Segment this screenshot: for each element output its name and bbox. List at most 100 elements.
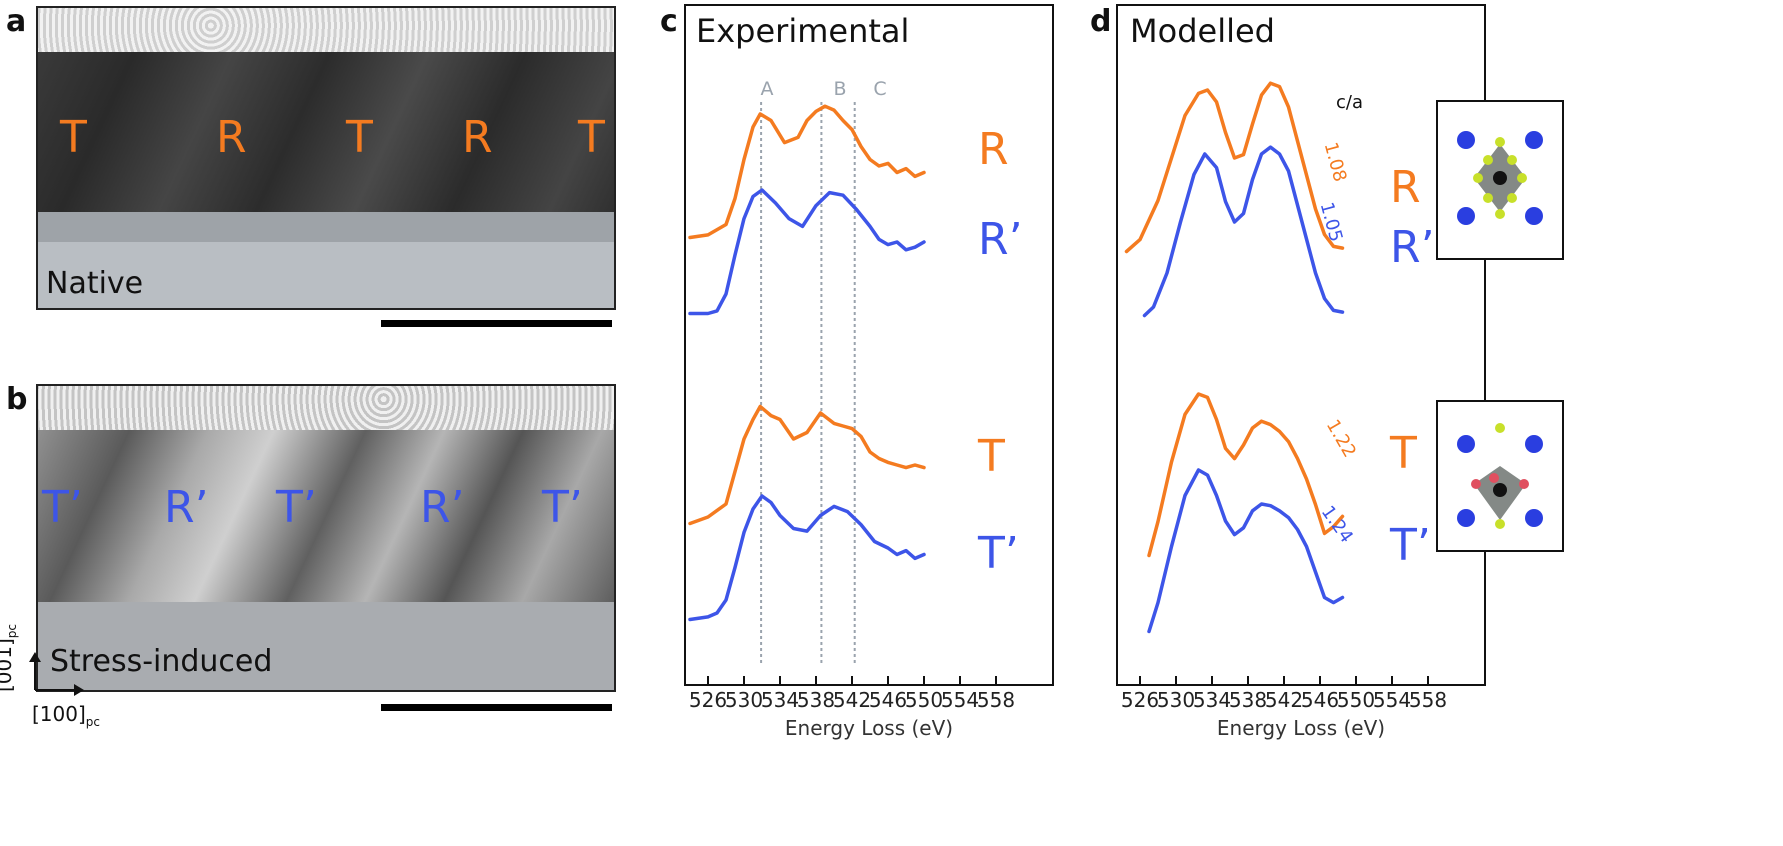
- panel-letter-c: c: [660, 4, 678, 39]
- axis-label-sub: pc: [5, 624, 19, 639]
- x-tick: [1355, 676, 1357, 684]
- x-tick: [743, 676, 745, 684]
- axis-label-vertical: [001]pc: [0, 624, 19, 692]
- plot-frame-modelled: [1116, 4, 1486, 686]
- curve-label: R’: [1390, 222, 1435, 273]
- series-line: [688, 404, 926, 526]
- axis-arrow-vertical: [34, 660, 36, 690]
- capping-layer: [38, 8, 614, 52]
- axis-label-text: [100]: [32, 702, 86, 726]
- x-tick: [1247, 676, 1249, 684]
- x-tick-label: 550: [1336, 688, 1376, 712]
- plot-frame-experimental: [684, 4, 1054, 686]
- curve-label: T’: [1390, 520, 1431, 571]
- x-tick-label: 546: [1300, 688, 1340, 712]
- phase-label: R: [462, 112, 493, 163]
- x-tick: [1427, 676, 1429, 684]
- plot-title: Experimental: [696, 12, 910, 50]
- micrograph-stress-induced: T’ R’ T’ R’ T’ Stress-induced: [36, 384, 616, 692]
- x-tick: [923, 676, 925, 684]
- caption-native: Native: [46, 266, 144, 301]
- substrate-layer: [38, 242, 614, 308]
- panel-letter-a: a: [6, 4, 27, 39]
- x-tick-label: 534: [760, 688, 800, 712]
- curve-label: R: [978, 124, 1009, 175]
- film-layer: [38, 52, 614, 212]
- x-tick: [851, 676, 853, 684]
- curve-label: T: [978, 431, 1005, 482]
- x-tick-label: 538: [796, 688, 836, 712]
- series-line: [1147, 468, 1345, 634]
- spectra-modelled: [1124, 81, 1345, 634]
- phase-label: R’: [420, 482, 465, 533]
- axis-label-horizontal: [100]pc: [32, 702, 100, 729]
- x-tick-label: 526: [688, 688, 728, 712]
- marker-label-b: B: [833, 78, 847, 100]
- phase-label: T’: [276, 482, 317, 533]
- series-line: [688, 104, 926, 240]
- x-tick: [1283, 676, 1285, 684]
- x-tick-label: 542: [1264, 688, 1304, 712]
- plot-title: Modelled: [1130, 12, 1275, 50]
- ratio-header: c/a: [1336, 92, 1363, 113]
- x-tick: [1391, 676, 1393, 684]
- micrograph-native: T R T R T Native: [36, 6, 616, 310]
- crystal-structure-inset-tetragonal: [1436, 400, 1564, 552]
- x-tick: [779, 676, 781, 684]
- x-tick-label: 554: [940, 688, 980, 712]
- x-tick-label: 534: [1192, 688, 1232, 712]
- interface-layer: [38, 212, 614, 242]
- series-line: [1124, 81, 1345, 254]
- capping-layer: [38, 386, 614, 430]
- x-tick: [1319, 676, 1321, 684]
- phase-label: R: [216, 112, 247, 163]
- film-layer: [38, 430, 614, 602]
- curve-label: T’: [978, 528, 1019, 579]
- x-tick-label: 546: [868, 688, 908, 712]
- panel-letter-d: d: [1090, 4, 1112, 39]
- phase-label: R’: [164, 482, 209, 533]
- axis-label-text: [001]: [0, 638, 16, 692]
- axis-label-sub: pc: [85, 715, 100, 729]
- caption-stress-induced: Stress-induced: [50, 644, 273, 679]
- x-tick: [815, 676, 817, 684]
- x-tick-label: 530: [1156, 688, 1196, 712]
- series-line: [688, 494, 926, 622]
- arrow-right-icon: [74, 684, 84, 696]
- marker-label-a: A: [760, 78, 774, 100]
- crystal-structure-icon: [1457, 131, 1543, 225]
- crystal-structure-inset-rhombohedral: [1436, 100, 1564, 260]
- x-tick: [959, 676, 961, 684]
- x-axis-label: Energy Loss (eV): [1216, 716, 1386, 740]
- x-tick-label: 526: [1120, 688, 1160, 712]
- x-tick: [995, 676, 997, 684]
- phase-label: T: [60, 112, 87, 163]
- phase-label: T’: [42, 482, 83, 533]
- x-tick: [1211, 676, 1213, 684]
- spectra-experimental: [688, 102, 926, 666]
- phase-label: T: [346, 112, 373, 163]
- axis-arrow-horizontal: [35, 689, 75, 691]
- series-line: [1147, 392, 1345, 558]
- scale-bar: [381, 320, 612, 327]
- curve-label: T: [1390, 428, 1417, 479]
- x-tick-label: 542: [832, 688, 872, 712]
- arrow-up-icon: [29, 652, 41, 662]
- x-tick: [1175, 676, 1177, 684]
- substrate-layer: [38, 602, 614, 690]
- phase-label: T’: [542, 482, 583, 533]
- x-tick-label: 554: [1372, 688, 1412, 712]
- curve-label: R: [1390, 162, 1421, 213]
- curve-label: R’: [978, 214, 1023, 265]
- x-tick-label: 558: [976, 688, 1016, 712]
- phase-label: T: [578, 112, 605, 163]
- x-tick-label: 558: [1408, 688, 1448, 712]
- x-tick-label: 538: [1228, 688, 1268, 712]
- x-tick: [707, 676, 709, 684]
- series-line: [688, 188, 926, 316]
- x-tick-label: 530: [724, 688, 764, 712]
- x-tick-label: 550: [904, 688, 944, 712]
- marker-label-c: C: [873, 78, 887, 100]
- x-tick: [1139, 676, 1141, 684]
- series-line: [1142, 145, 1345, 318]
